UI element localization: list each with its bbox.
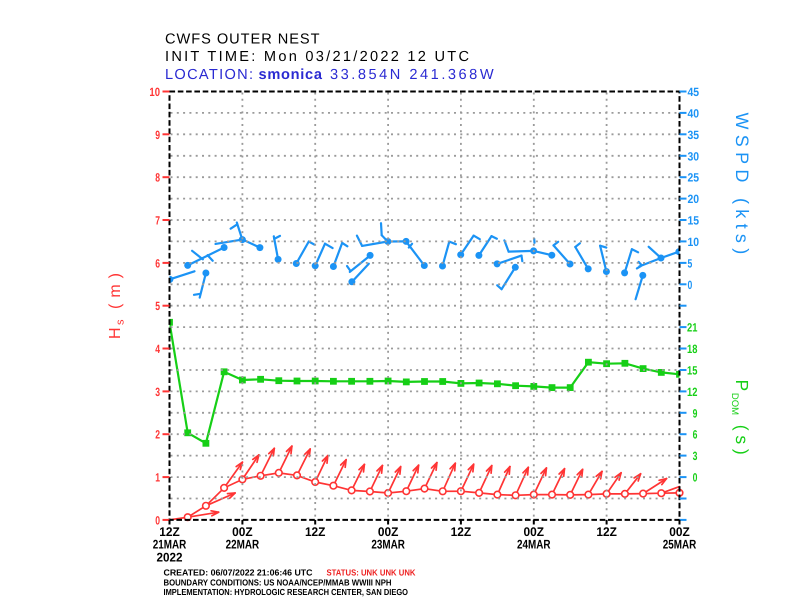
svg-text:5: 5	[155, 299, 160, 313]
svg-text:30: 30	[688, 149, 700, 163]
svg-text:smonica: smonica	[259, 67, 323, 83]
svg-text:IMPLEMENTATION: HYDROLOGIC RES: IMPLEMENTATION: HYDROLOGIC RESEARCH CENT…	[164, 587, 409, 597]
svg-text:35: 35	[688, 128, 700, 142]
svg-text:CWFS OUTER NEST: CWFS OUTER NEST	[165, 32, 320, 48]
svg-text:00Z: 00Z	[669, 525, 690, 539]
svg-text:STATUS: UNK UNK UNK: STATUS: UNK UNK UNK	[327, 567, 417, 577]
svg-text:21MAR: 21MAR	[153, 538, 187, 552]
svg-text:6: 6	[155, 256, 160, 270]
svg-text:CREATED: 06/07/2022 21:06:46 U: CREATED: 06/07/2022 21:06:46 UTC	[164, 567, 314, 577]
svg-text:6: 6	[693, 428, 698, 442]
svg-text:10: 10	[149, 85, 160, 99]
svg-text:2: 2	[155, 428, 160, 442]
svg-text:12Z: 12Z	[159, 525, 180, 539]
svg-text:15: 15	[687, 364, 698, 378]
svg-text:3: 3	[693, 449, 698, 463]
svg-text:3: 3	[155, 385, 160, 399]
svg-text:45: 45	[688, 85, 700, 99]
svg-text:22MAR: 22MAR	[226, 538, 260, 552]
svg-text:8: 8	[155, 171, 160, 185]
svg-text:BOUNDARY CONDITIONS: US NOAA/N: BOUNDARY CONDITIONS: US NOAA/NCEP/MMAB W…	[164, 577, 392, 587]
svg-text:12Z: 12Z	[596, 525, 617, 539]
svg-text:21: 21	[687, 321, 698, 335]
svg-text:23MAR: 23MAR	[371, 538, 405, 552]
svg-text:9: 9	[155, 128, 160, 142]
svg-text:2022: 2022	[157, 551, 183, 565]
svg-text:12: 12	[687, 385, 698, 399]
svg-text:WSPD (kts): WSPD (kts)	[732, 113, 752, 260]
svg-text:0: 0	[693, 471, 698, 485]
svg-text:0: 0	[155, 513, 160, 527]
svg-text:PDOM (s): PDOM (s)	[729, 379, 752, 459]
svg-text:33.854N 241.368W: 33.854N 241.368W	[330, 67, 494, 83]
svg-text:10: 10	[688, 235, 700, 249]
svg-text:40: 40	[688, 106, 700, 120]
svg-text:00Z: 00Z	[378, 525, 399, 539]
svg-text:Hs (m): Hs (m)	[107, 267, 127, 339]
svg-text:24MAR: 24MAR	[517, 538, 551, 552]
svg-text:25MAR: 25MAR	[663, 538, 697, 552]
svg-text:20: 20	[688, 192, 700, 206]
svg-text:18: 18	[687, 342, 698, 356]
svg-text:00Z: 00Z	[232, 525, 253, 539]
svg-text:5: 5	[688, 256, 693, 270]
svg-text:INIT TIME: Mon 03/21/2022 12 U: INIT TIME: Mon 03/21/2022 12 UTC	[165, 49, 469, 65]
svg-text:1: 1	[155, 471, 160, 485]
svg-text:15: 15	[688, 214, 700, 228]
svg-text:12Z: 12Z	[451, 525, 472, 539]
svg-text:25: 25	[688, 171, 700, 185]
svg-text:LOCATION:: LOCATION:	[165, 67, 253, 83]
svg-text:9: 9	[693, 406, 698, 420]
svg-text:4: 4	[155, 342, 160, 356]
svg-text:00Z: 00Z	[524, 525, 545, 539]
svg-text:7: 7	[155, 214, 160, 228]
svg-text:0: 0	[688, 278, 693, 292]
svg-text:12Z: 12Z	[305, 525, 326, 539]
